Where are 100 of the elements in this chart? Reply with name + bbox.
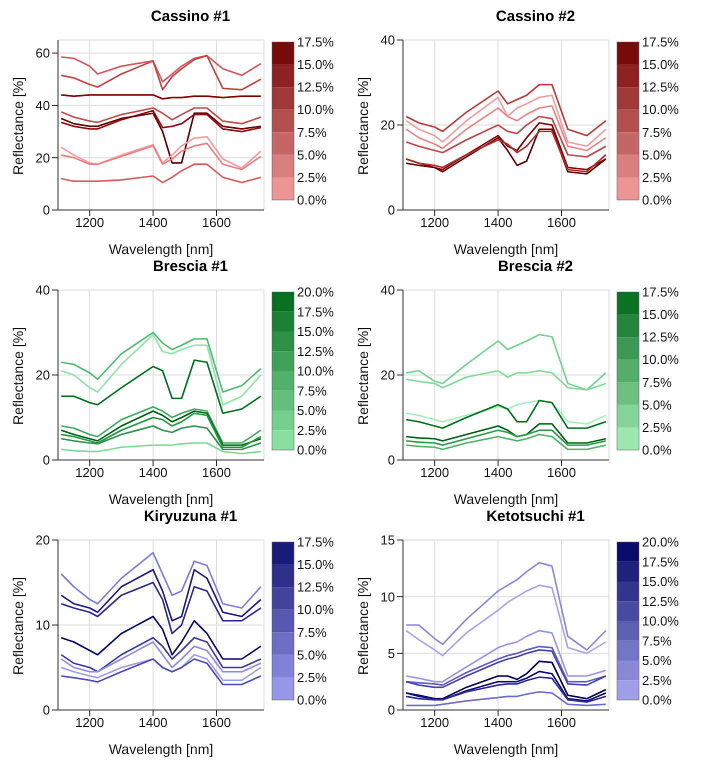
color-bar-label: 10.0%: [642, 614, 680, 628]
line-series: [60, 54, 262, 90]
color-bar-label: 15.0%: [642, 57, 680, 72]
color-bar-label: 12.5%: [297, 344, 334, 359]
x-axis-title: Wavelength [nm]: [454, 491, 558, 507]
color-bar-label: 5.0%: [297, 647, 328, 662]
x-tick-label: 1400: [484, 465, 513, 480]
x-tick-label: 1200: [75, 715, 104, 730]
color-bar-label: 0.0%: [642, 442, 672, 458]
color-bar-label: 12.5%: [297, 580, 334, 595]
color-bar-label: 0.0%: [297, 192, 328, 208]
y-tick-label: 0: [388, 202, 395, 218]
x-axis-title: Wavelength [nm]: [454, 241, 558, 257]
y-tick-label: 20: [380, 368, 395, 383]
y-tick-label: 0: [42, 202, 50, 218]
color-bar-label: 17.5%: [642, 284, 680, 300]
x-tick-label: 1600: [202, 715, 231, 730]
x-tick-label: 1600: [547, 465, 576, 480]
line-series: [60, 359, 262, 414]
y-tick-label: 40: [36, 98, 50, 113]
line-series: [60, 425, 262, 450]
x-tick-label: 1200: [75, 215, 104, 230]
x-tick-label: 1600: [547, 215, 576, 230]
color-bar-label: 15.0%: [642, 307, 680, 322]
color-bar-label: 12.5%: [642, 330, 680, 345]
color-bar-label: 17.5%: [297, 534, 334, 550]
color-bar-label: 2.5%: [297, 170, 328, 185]
x-tick-label: 1400: [138, 465, 168, 480]
x-axis-title: Wavelength [nm]: [108, 241, 214, 257]
line-series: [60, 54, 262, 83]
y-tick-label: 10: [380, 589, 395, 604]
color-bar-label: 0.0%: [297, 442, 328, 458]
x-tick-label: 1400: [138, 715, 168, 730]
color-bar-label: 7.5%: [297, 624, 328, 640]
chart-title: Ketotsuchi #1: [485, 508, 586, 526]
x-axis-title: Wavelength [nm]: [108, 741, 214, 757]
color-bar-label: 10.0%: [297, 602, 334, 618]
line-series: [405, 423, 607, 444]
x-tick-label: 1200: [75, 465, 104, 480]
line-series: [405, 562, 607, 651]
color-bar-label: 2.5%: [642, 672, 672, 688]
y-axis-title: Reflectance [%]: [10, 576, 26, 675]
line-series: [405, 434, 607, 450]
y-tick-label: 20: [380, 118, 395, 133]
chart-title: Kiryuzuna #1: [142, 508, 238, 526]
line-series: [405, 334, 607, 391]
color-bar-label: 7.5%: [642, 374, 672, 390]
x-axis-title: Wavelength [nm]: [108, 491, 214, 507]
line-series: [405, 630, 607, 682]
x-tick-label: 1200: [420, 465, 450, 480]
color-bar-label: 10.0%: [642, 102, 680, 118]
color-bar-label: 2.5%: [642, 170, 672, 185]
line-series: [60, 552, 262, 609]
color-bar-label: 12.5%: [642, 80, 680, 95]
line-series: [405, 429, 607, 446]
color-bar-label: 17.5%: [297, 34, 334, 50]
color-bar-label: 0.0%: [297, 692, 328, 708]
y-tick-label: 0: [42, 702, 50, 718]
color-bar-label: 7.5%: [642, 124, 672, 140]
x-tick-label: 1400: [484, 715, 513, 730]
color-bar-label: 15.0%: [297, 557, 334, 572]
color-bar-label: 2.5%: [297, 422, 328, 438]
x-tick-label: 1600: [202, 465, 231, 480]
y-tick-label: 0: [42, 452, 50, 468]
y-tick-label: 10: [36, 618, 50, 633]
x-tick-label: 1400: [484, 215, 513, 230]
color-bar-label: 7.5%: [642, 633, 672, 648]
line-series: [405, 94, 607, 148]
y-tick-label: 0: [388, 702, 395, 718]
y-axis-title: Reflectance [%]: [10, 326, 26, 425]
line-series: [60, 442, 262, 454]
color-bar-label: 5.0%: [642, 147, 672, 162]
y-tick-label: 0: [388, 452, 395, 468]
line-series: [60, 112, 262, 164]
color-bar-label: 20.0%: [297, 284, 334, 300]
color-bar-label: 10.0%: [297, 364, 334, 378]
color-bar-label: 10.0%: [297, 102, 334, 118]
y-tick-label: 40: [380, 282, 395, 298]
y-tick-label: 5: [388, 646, 395, 661]
color-bar-label: 12.5%: [297, 80, 334, 95]
line-series: [60, 334, 262, 406]
color-bar-label: 5.0%: [642, 653, 672, 668]
chart-title: Cassino #1: [150, 8, 232, 26]
color-bar-label: 17.5%: [642, 34, 680, 50]
color-bar-label: 0.0%: [642, 192, 672, 208]
color-bar-label: 17.5%: [642, 554, 680, 570]
y-tick-label: 40: [380, 32, 395, 48]
line-series: [60, 332, 262, 393]
color-bar-label: 2.5%: [297, 670, 328, 685]
line-series: [60, 110, 262, 132]
line-series: [405, 670, 607, 702]
y-tick-label: 40: [36, 282, 50, 298]
y-tick-label: 20: [36, 368, 50, 383]
y-axis-title: Reflectance [%]: [354, 576, 371, 675]
x-tick-label: 1400: [138, 215, 168, 230]
y-axis-title: Reflectance [%]: [354, 76, 371, 175]
x-tick-label: 1200: [420, 715, 450, 730]
y-axis-title: Reflectance [%]: [10, 76, 26, 175]
color-bar-label: 2.5%: [642, 420, 672, 435]
line-series: [405, 584, 607, 656]
